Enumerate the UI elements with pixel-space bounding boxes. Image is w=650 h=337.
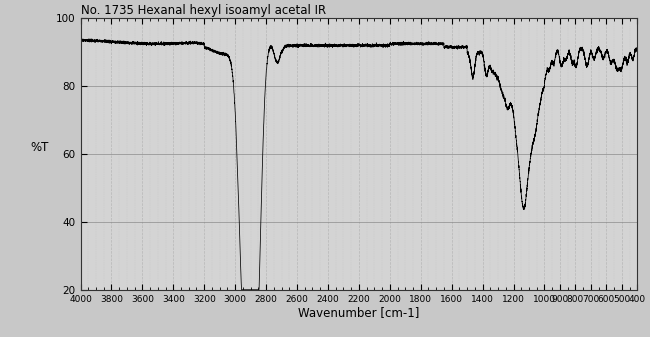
Text: No. 1735 Hexanal hexyl isoamyl acetal IR: No. 1735 Hexanal hexyl isoamyl acetal IR [81,4,326,17]
X-axis label: Wavenumber [cm-1]: Wavenumber [cm-1] [298,306,420,319]
Y-axis label: %T: %T [30,141,49,154]
